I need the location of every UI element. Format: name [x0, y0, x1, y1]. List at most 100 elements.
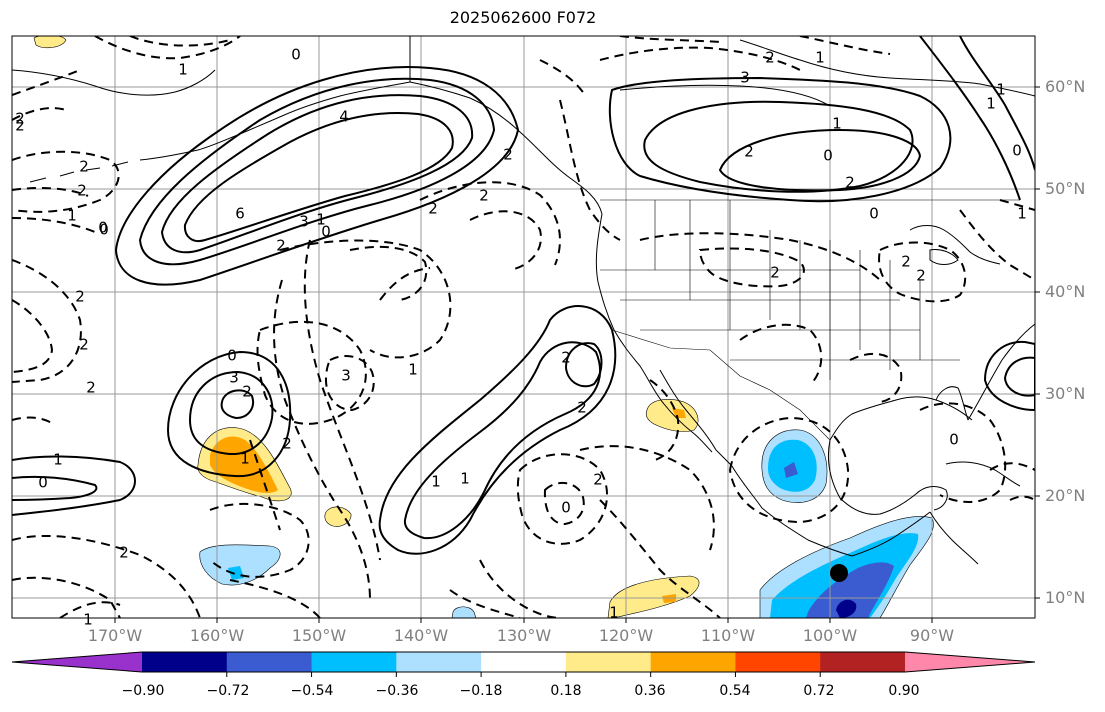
lon-label-160w: 160°W	[189, 626, 245, 645]
colorbar-swatch	[481, 652, 567, 672]
shade-lightblue-small	[451, 606, 477, 618]
coast-cuba	[945, 461, 1021, 487]
colorbar-tick-label: −0.36	[375, 683, 419, 699]
contour-mid-2	[403, 341, 601, 540]
contour-label: 1	[609, 604, 619, 622]
colorbar	[11, 651, 1036, 677]
lat-label-50n: 50°N	[1045, 179, 1086, 198]
shade-yellow-topleft	[33, 36, 67, 49]
lat-label-20n: 20°N	[1045, 486, 1086, 505]
location-marker	[830, 564, 848, 582]
lat-label-10n: 10°N	[1045, 588, 1086, 607]
contour-northeast	[919, 36, 1035, 201]
contour-label: 2	[901, 253, 911, 271]
lon-label-170w: 170°W	[87, 626, 143, 645]
contour-label: 1	[240, 450, 250, 468]
coast-west-us	[595, 213, 665, 405]
colorbar-tick-label: 0.36	[634, 683, 666, 699]
contour-label: 2	[119, 544, 129, 562]
contour-label: 1	[53, 451, 63, 469]
lon-label-90w: 90°W	[909, 626, 955, 645]
contour-label: 3	[299, 213, 309, 231]
solid-contours	[12, 36, 1035, 555]
contour-label: 1	[460, 470, 470, 488]
colorbar-extend-low	[12, 652, 142, 672]
shade-cyan-pacific	[228, 566, 244, 580]
colorbar-outline	[11, 651, 1036, 673]
contour-label: 2	[428, 200, 438, 218]
contour-label: 2	[561, 349, 571, 367]
contour-label: 0	[561, 499, 571, 517]
colorbar-swatch	[226, 652, 313, 672]
contour-east-low-2	[1003, 356, 1035, 397]
contour-label: 2	[15, 110, 25, 128]
contour-label: 0	[949, 431, 959, 449]
contour-label: 2	[770, 264, 780, 282]
coast-baja	[659, 369, 733, 467]
coast-alaska	[409, 36, 603, 215]
contour-label: 1	[83, 611, 93, 629]
colorbar-swatch	[396, 652, 482, 672]
coast-aleutians	[29, 149, 199, 183]
dashed-contours	[12, 36, 1035, 618]
contour-label: 0	[38, 474, 48, 492]
lon-label-100w: 100°W	[802, 626, 858, 645]
colorbar-tick-label: 0.72	[803, 683, 835, 699]
colorbar-tick-label: −0.72	[206, 683, 250, 699]
colorbar-tick-label: −0.90	[121, 683, 165, 699]
lat-label-60n: 60°N	[1045, 77, 1086, 96]
colorbar-tick-label: −0.54	[290, 683, 334, 699]
shade-blue-mexico	[784, 462, 798, 478]
contour-label: 0	[98, 219, 108, 237]
colorbar-extend-high	[905, 652, 1035, 672]
contour-label: 0	[227, 347, 237, 365]
contour-label: 0	[869, 205, 879, 223]
shade-yellow-south	[607, 575, 700, 618]
contour-canada-3	[718, 128, 922, 192]
lat-label-30n: 30°N	[1045, 384, 1086, 403]
contour-label: 0	[321, 223, 331, 241]
colorbar-tick-label: 0.18	[550, 683, 582, 699]
colorbar-swatch	[142, 652, 228, 672]
contour-label: 2	[79, 158, 89, 176]
contour-label: 1	[431, 473, 441, 491]
borders	[409, 36, 1020, 441]
shade-orange-baja	[672, 408, 686, 418]
contour-low-hawaii	[166, 350, 292, 478]
contour-ridge-2	[138, 77, 496, 266]
contour-label: 2	[276, 237, 286, 255]
contour-east-low	[983, 340, 1035, 412]
contour-label: 2	[77, 182, 87, 200]
coast-alaska-pen	[197, 81, 411, 151]
contour-label: 3	[229, 369, 239, 387]
contour-label: 1	[815, 49, 825, 67]
coast-siberia	[12, 69, 216, 96]
contour-label: 3	[341, 367, 351, 385]
contour-label: 4	[339, 108, 349, 126]
contour-label: 1	[178, 61, 188, 79]
contour-label: 1	[832, 115, 842, 133]
contour-canada-1	[608, 76, 952, 203]
contour-label: 1	[316, 211, 326, 229]
contour-label: 2	[593, 471, 603, 489]
contour-canada-2	[643, 100, 914, 193]
coast-mexico-east	[827, 439, 917, 515]
hudson-bay	[619, 84, 831, 107]
contour-label: 0	[99, 221, 109, 239]
lat-label-40n: 40°N	[1045, 282, 1086, 301]
great-lakes	[909, 225, 1001, 265]
colorbar-swatch	[650, 652, 736, 672]
contour-label: 2	[75, 288, 85, 306]
coast-east	[967, 323, 1035, 421]
lon-label-140w: 140°W	[393, 626, 449, 645]
shade-navy-central	[836, 599, 857, 618]
contour-label: 2	[765, 49, 775, 67]
lon-label-130w: 130°W	[496, 626, 552, 645]
graticule	[12, 36, 1035, 618]
contour-ridge-4	[183, 112, 454, 242]
contour-label: 1	[408, 361, 418, 379]
contour-low-hawaii-3	[220, 389, 254, 420]
coastlines	[12, 36, 1035, 565]
